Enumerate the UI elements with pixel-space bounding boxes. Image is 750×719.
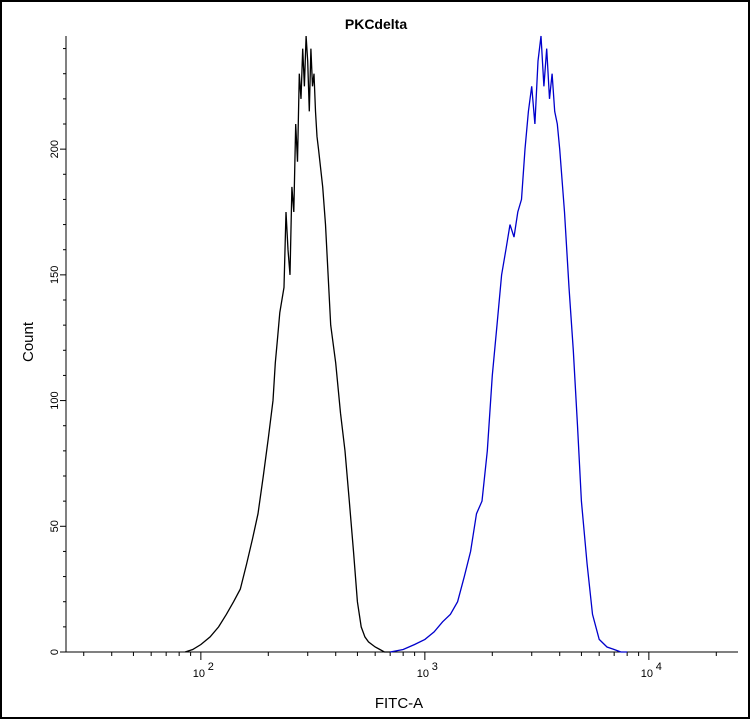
x-tick-label: 10 <box>641 668 653 680</box>
y-tick-label: 150 <box>49 266 61 284</box>
x-tick-exponent: 3 <box>432 661 438 673</box>
series-1-histogram-line <box>184 35 391 653</box>
y-tick-label: 100 <box>49 391 61 409</box>
x-tick-label: 10 <box>193 668 205 680</box>
chart-title: PKCdelta <box>345 16 407 32</box>
series-2-histogram-line <box>390 35 628 653</box>
y-tick-label: 0 <box>49 649 61 655</box>
y-tick-label: 200 <box>49 140 61 158</box>
x-tick-exponent: 4 <box>656 661 662 673</box>
x-axis-title: FITC-A <box>375 695 423 712</box>
x-tick-label: 10 <box>417 668 429 680</box>
y-axis-title: Count <box>20 321 37 362</box>
plot-area: 050100150200102103104105 <box>49 35 738 680</box>
y-tick-label: 50 <box>49 520 61 532</box>
x-tick-exponent: 2 <box>208 661 214 673</box>
